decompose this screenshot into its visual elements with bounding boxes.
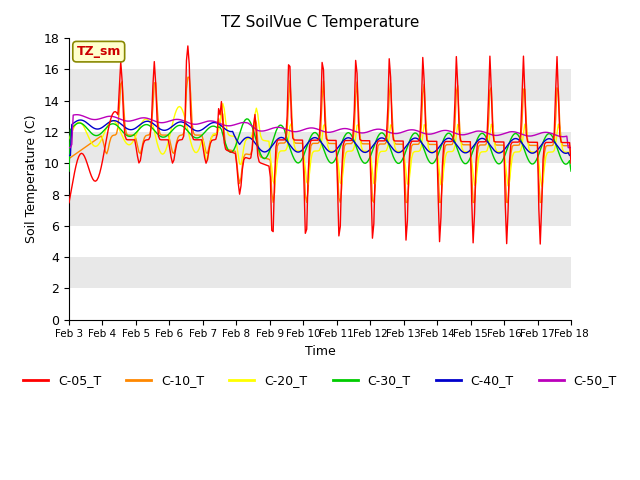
C-40_T (241, 135, 249, 141)
C-20_T (233, 143, 241, 149)
C-10_T (542, 144, 550, 149)
C-50_T (233, 121, 241, 127)
C-05_T (127, 137, 134, 143)
Text: TZ_sm: TZ_sm (77, 45, 121, 58)
Line: C-50_T: C-50_T (69, 115, 571, 148)
C-20_T (542, 154, 550, 160)
C-30_T (286, 145, 294, 151)
C-40_T (286, 142, 294, 148)
C-50_T (286, 128, 294, 133)
Bar (69, 288, 571, 320)
C-50_T (567, 145, 575, 151)
Bar (69, 226, 571, 257)
C-30_T (567, 168, 575, 174)
Bar (69, 257, 571, 288)
C-20_T (127, 142, 134, 147)
Bar (69, 163, 571, 194)
C-50_T (74, 112, 81, 118)
C-40_T (128, 127, 136, 132)
Bar (69, 70, 571, 101)
C-30_T (240, 119, 248, 125)
Line: C-30_T: C-30_T (69, 119, 571, 171)
Legend: C-05_T, C-10_T, C-20_T, C-30_T, C-40_T, C-50_T: C-05_T, C-10_T, C-20_T, C-30_T, C-40_T, … (18, 370, 622, 392)
C-05_T (241, 155, 249, 160)
C-05_T (536, 241, 544, 247)
C-05_T (286, 63, 294, 69)
C-30_T (127, 133, 134, 139)
C-40_T (65, 153, 73, 158)
Bar (69, 101, 571, 132)
C-30_T (232, 144, 239, 149)
C-30_T (243, 116, 250, 122)
C-05_T (216, 112, 224, 118)
C-40_T (76, 117, 84, 123)
C-50_T (241, 120, 249, 125)
C-30_T (65, 168, 73, 174)
C-05_T (184, 43, 192, 49)
Y-axis label: Soil Temperature (C): Soil Temperature (C) (25, 115, 38, 243)
X-axis label: Time: Time (305, 345, 335, 358)
C-10_T (184, 74, 192, 80)
C-05_T (567, 160, 575, 166)
Bar (69, 38, 571, 70)
C-10_T (241, 151, 249, 157)
Line: C-10_T: C-10_T (69, 77, 571, 203)
C-10_T (127, 132, 134, 138)
C-05_T (542, 140, 550, 145)
C-40_T (233, 137, 241, 143)
C-50_T (541, 130, 548, 135)
Line: C-40_T: C-40_T (69, 120, 571, 156)
C-05_T (65, 200, 73, 205)
Line: C-05_T: C-05_T (69, 46, 571, 244)
C-30_T (215, 124, 223, 130)
C-20_T (538, 183, 545, 189)
C-10_T (233, 160, 241, 166)
C-10_T (65, 156, 73, 161)
C-20_T (215, 128, 223, 133)
C-20_T (286, 123, 294, 129)
C-05_T (233, 163, 241, 168)
C-20_T (241, 139, 249, 144)
C-50_T (128, 118, 136, 123)
C-40_T (567, 153, 575, 158)
C-10_T (269, 200, 277, 205)
Title: TZ SoilVue C Temperature: TZ SoilVue C Temperature (221, 15, 419, 30)
C-20_T (219, 101, 227, 107)
C-20_T (567, 152, 575, 158)
C-40_T (541, 138, 548, 144)
C-10_T (567, 153, 575, 158)
C-20_T (65, 136, 73, 142)
C-50_T (216, 120, 224, 126)
Line: C-20_T: C-20_T (69, 104, 571, 186)
Bar (69, 194, 571, 226)
C-40_T (216, 122, 224, 128)
C-50_T (65, 145, 73, 151)
C-10_T (216, 125, 224, 131)
C-30_T (541, 136, 548, 142)
Bar (69, 132, 571, 163)
C-10_T (287, 101, 295, 107)
